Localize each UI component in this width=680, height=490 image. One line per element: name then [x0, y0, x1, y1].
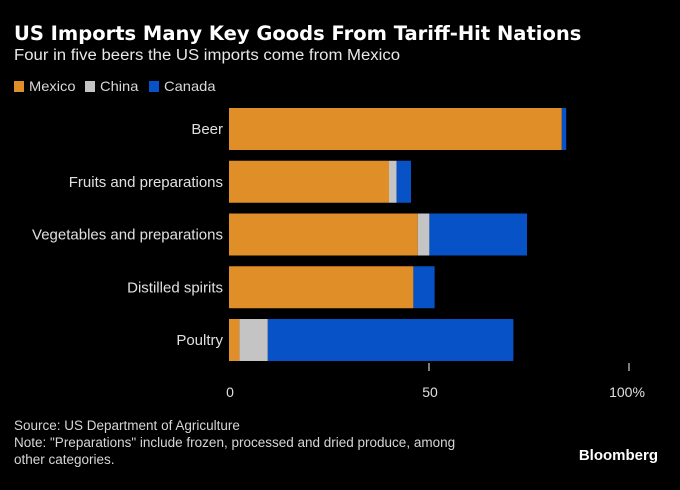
legend-item-china: China: [85, 78, 139, 94]
chart-subtitle: Four in five beers the US imports come f…: [14, 47, 401, 64]
bar-vegetables-and-preparations-mexico: [229, 213, 418, 256]
tick-label-100: 100%: [609, 384, 645, 400]
category-labels: Beer Fruits and preparations Vegetables an…: [32, 121, 223, 349]
category-label-beer: Beer: [191, 121, 223, 138]
category-label-poultry: Poultry: [176, 332, 223, 349]
legend-label-china: China: [100, 78, 139, 94]
legend-label-canada: Canada: [163, 78, 216, 94]
bars-group: [229, 108, 567, 361]
legend-swatch-china: [85, 80, 96, 92]
bar-beer-mexico: [229, 108, 562, 150]
legend-item-mexico: Mexico: [14, 78, 76, 94]
bar-fruits-and-preparations-canada: [396, 160, 411, 203]
chart-title: US Imports Many Key Goods From Tariff-Hi…: [14, 22, 582, 45]
tick-label-0: 0: [226, 384, 234, 400]
category-label-vegetables-and-preparations: Vegetables and preparations: [32, 227, 223, 244]
bar-poultry-mexico: [229, 319, 240, 361]
legend-label-mexico: Mexico: [29, 78, 76, 94]
bar-vegetables-and-preparations-china: [417, 213, 430, 256]
source-note: Source: US Department of Agriculture: [14, 418, 240, 433]
bar-poultry-china: [239, 319, 268, 361]
bar-distilled-spirits-canada: [413, 266, 435, 309]
tick-label-50: 50: [422, 384, 438, 400]
note-line-1: Note: "Preparations" include frozen, pro…: [14, 435, 456, 450]
category-label-distilled-spirits: Distilled spirits: [127, 279, 223, 296]
category-label-fruits-and-preparations: Fruits and preparations: [69, 174, 223, 191]
x-axis-ticks: 0 50 100%: [226, 363, 645, 400]
bar-poultry-canada: [267, 319, 514, 361]
legend-swatch-mexico: [14, 80, 24, 92]
bar-vegetables-and-preparations-canada: [429, 213, 527, 256]
bar-fruits-and-preparations-mexico: [229, 160, 389, 203]
footer-notes: Source: US Department of Agriculture Not…: [14, 417, 455, 468]
bar-beer-canada: [561, 108, 567, 150]
bar-fruits-and-preparations-china: [389, 160, 397, 203]
legend-swatch-canada: [148, 80, 159, 92]
legend-item-canada: Canada: [148, 78, 216, 94]
legend: Mexico China Canada: [14, 78, 225, 94]
bar-distilled-spirits-mexico: [229, 266, 414, 309]
bloomberg-logo: Bloomberg: [578, 447, 658, 464]
note-line-2: other categories.: [14, 452, 115, 467]
